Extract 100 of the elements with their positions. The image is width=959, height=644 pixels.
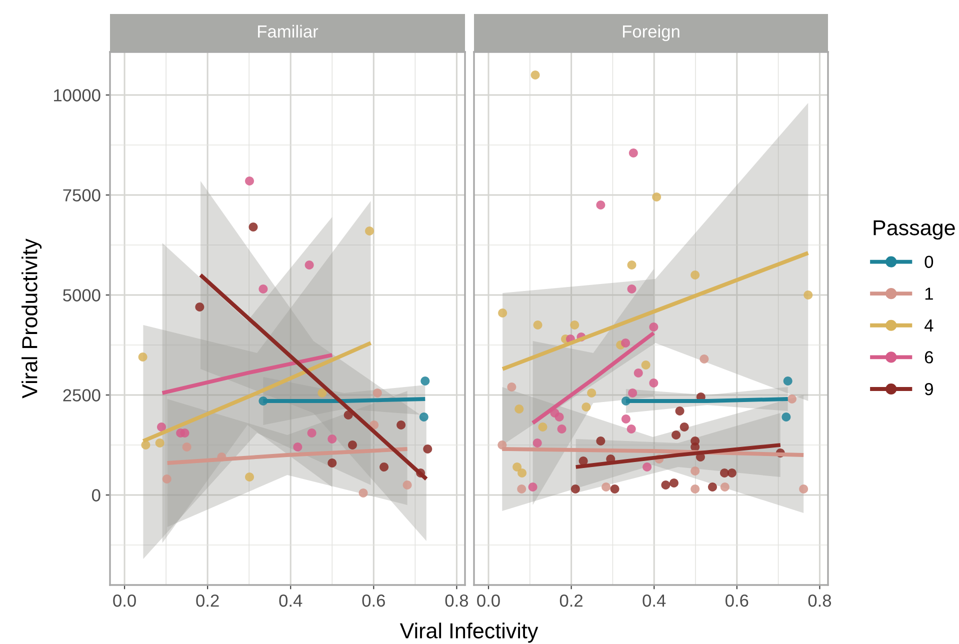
point <box>649 322 658 332</box>
x-tick-label: 0.4 <box>642 594 666 607</box>
point <box>245 176 254 186</box>
y-axis-title: Viral Productivity <box>22 238 42 398</box>
point <box>621 414 630 424</box>
point <box>498 308 508 318</box>
x-tick-label: 0.2 <box>560 594 582 607</box>
y-tick-label: 0 <box>92 489 100 502</box>
x-tick-label: 0.0 <box>477 594 500 607</box>
point <box>514 404 524 414</box>
point <box>799 484 808 494</box>
point <box>596 436 606 446</box>
point <box>557 424 566 434</box>
point <box>517 484 526 494</box>
point <box>419 412 428 422</box>
point <box>245 472 254 482</box>
point <box>708 482 717 492</box>
point <box>180 428 190 438</box>
chart-title: Foreign <box>622 24 680 42</box>
point <box>626 424 636 434</box>
point <box>533 320 542 330</box>
point <box>512 462 522 472</box>
point <box>642 462 652 472</box>
point <box>365 226 374 236</box>
point <box>690 270 700 280</box>
point <box>649 378 658 388</box>
point <box>610 484 620 494</box>
point <box>727 468 736 478</box>
point <box>680 422 689 432</box>
legend-label: 6 <box>924 351 933 364</box>
legend-label: 0 <box>924 256 934 268</box>
point <box>627 284 636 294</box>
x-tick-label: 0.0 <box>113 594 136 607</box>
point <box>318 388 327 398</box>
point <box>621 338 630 348</box>
point <box>661 480 670 490</box>
point <box>587 388 596 398</box>
chart-title: Familiar <box>258 24 318 38</box>
legend-label: 9 <box>924 382 933 396</box>
point <box>138 352 148 362</box>
point <box>570 484 580 494</box>
point <box>380 462 389 472</box>
x-tick-label: 0.2 <box>196 594 219 607</box>
point <box>248 222 258 232</box>
point <box>669 478 678 488</box>
point <box>156 422 166 432</box>
x-tick-label: 0.8 <box>445 594 468 607</box>
point <box>507 382 516 392</box>
point <box>652 192 662 202</box>
point <box>628 388 638 398</box>
point <box>690 466 700 476</box>
point <box>804 290 813 300</box>
point <box>293 442 302 452</box>
x-tick-label: 0.8 <box>808 594 832 607</box>
point <box>258 284 268 294</box>
point <box>423 444 432 454</box>
point <box>195 302 204 312</box>
point <box>162 474 172 484</box>
y-tick-label: 2500 <box>63 389 100 402</box>
point <box>155 438 164 448</box>
y-tick-label: 7500 <box>63 189 100 202</box>
legend-label: 1 <box>925 288 933 300</box>
point <box>641 360 650 370</box>
point <box>570 320 580 330</box>
point <box>582 402 591 412</box>
point <box>627 260 636 270</box>
x-tick-label: 0.6 <box>726 594 748 607</box>
y-tick-label: 5000 <box>63 289 100 302</box>
x-tick-label: 0.4 <box>279 594 302 607</box>
point <box>700 354 709 364</box>
point <box>628 148 638 158</box>
point <box>675 406 684 416</box>
point <box>554 412 564 422</box>
legend-label: 4 <box>924 320 934 332</box>
point <box>782 412 791 422</box>
point <box>182 442 192 452</box>
point <box>690 484 700 494</box>
point <box>672 430 681 440</box>
point <box>420 376 430 386</box>
point <box>402 480 412 490</box>
point <box>634 368 643 378</box>
point <box>304 260 314 270</box>
y-tick-label: 10000 <box>54 89 100 102</box>
point <box>578 456 588 466</box>
legend-title: Passage <box>874 220 955 240</box>
point <box>328 434 337 444</box>
point <box>528 482 538 492</box>
point <box>396 420 406 430</box>
point <box>530 70 540 80</box>
point <box>372 388 382 398</box>
x-axis-title: Viral Infectivity <box>400 622 538 643</box>
point <box>720 468 729 478</box>
point <box>358 488 368 498</box>
point <box>602 482 611 492</box>
point <box>787 394 796 404</box>
point <box>783 376 792 386</box>
point <box>348 440 357 450</box>
point <box>596 200 606 210</box>
point <box>518 468 527 478</box>
point <box>328 458 337 468</box>
